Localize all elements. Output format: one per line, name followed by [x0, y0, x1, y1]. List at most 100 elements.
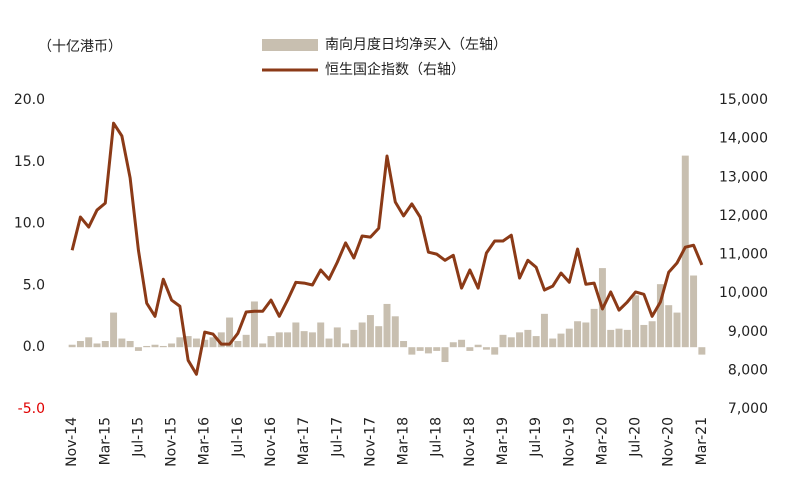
bar — [242, 334, 250, 348]
bar — [557, 333, 565, 348]
bar — [126, 341, 134, 348]
bar — [416, 347, 424, 351]
y2-tick-label: 9,000 — [728, 324, 768, 340]
bar — [300, 331, 308, 348]
bar — [433, 347, 441, 351]
x-tick-label: Nov-17 — [362, 417, 378, 467]
x-tick-label: Nov-18 — [462, 417, 478, 467]
legend-label: 南向月度日均净买入（左轴） — [325, 37, 507, 53]
x-tick-label: Jul-15 — [130, 417, 146, 458]
bar — [342, 343, 350, 348]
legend-label: 恒生国企指数（右轴） — [325, 61, 465, 78]
bar — [648, 321, 656, 348]
bar — [317, 322, 325, 348]
bar — [458, 339, 466, 348]
y-tick-label: 0.0 — [23, 339, 45, 355]
bar — [217, 332, 225, 348]
bar — [391, 316, 399, 348]
bar — [143, 345, 151, 348]
bar — [275, 332, 283, 348]
bar — [151, 344, 159, 348]
bar — [375, 326, 383, 348]
bar — [698, 347, 706, 355]
bar — [574, 321, 582, 348]
y-tick-label: -5.0 — [18, 401, 45, 417]
x-tick-label: Nov-19 — [561, 417, 577, 467]
bar — [292, 322, 300, 348]
bar — [524, 329, 532, 348]
bar — [632, 295, 640, 348]
x-tick-label: Nov-14 — [64, 417, 80, 467]
bar — [474, 344, 482, 348]
y2-tick-label: 14,000 — [719, 131, 768, 147]
y2-tick-label: 13,000 — [719, 169, 768, 185]
y-tick-label: 15.0 — [14, 154, 45, 170]
bar — [507, 337, 515, 348]
bar — [408, 347, 416, 355]
bar — [118, 338, 126, 348]
bar — [168, 343, 176, 348]
bar — [76, 341, 84, 348]
y2-tick-label: 8,000 — [728, 362, 768, 378]
bar — [110, 312, 118, 348]
legend-swatch — [262, 39, 318, 51]
bar — [366, 315, 374, 348]
bar — [250, 301, 258, 348]
bar — [640, 324, 648, 348]
bar — [226, 317, 234, 348]
bar — [673, 312, 681, 348]
y2-tick-label: 15,000 — [719, 92, 768, 108]
bar — [491, 347, 499, 355]
x-tick-label: Jul-16 — [230, 417, 246, 458]
x-tick-label: Mar-15 — [97, 417, 113, 465]
bar — [234, 341, 242, 348]
bar — [582, 322, 590, 348]
bar — [308, 332, 316, 348]
bar — [656, 284, 664, 348]
line — [70, 121, 704, 376]
bar — [350, 329, 358, 348]
x-tick-label: Jul-18 — [429, 417, 445, 458]
y-tick-label: 10.0 — [14, 216, 45, 232]
bar — [516, 332, 524, 348]
x-tick-label: Nov-15 — [164, 417, 180, 467]
bar — [449, 342, 457, 348]
x-tick-label: Mar-19 — [495, 417, 511, 465]
y-tick-label: 20.0 — [14, 92, 45, 108]
x-tick-label: Mar-21 — [694, 417, 710, 465]
bar — [325, 338, 333, 348]
x-tick-label: Jul-19 — [528, 417, 544, 458]
bar — [284, 332, 292, 348]
bar — [424, 347, 432, 354]
x-tick-label: Nov-16 — [263, 417, 279, 467]
bar — [441, 347, 449, 363]
bar — [358, 322, 366, 348]
x-tick-label: Jul-17 — [329, 417, 345, 458]
bar — [134, 347, 142, 351]
bar — [176, 337, 184, 348]
y2-tick-label: 10,000 — [719, 285, 768, 301]
bar — [68, 344, 76, 348]
bar — [93, 343, 101, 348]
bar — [85, 337, 93, 348]
bar — [101, 341, 109, 348]
y2-tick-label: 7,000 — [728, 401, 768, 417]
bar — [499, 334, 507, 348]
y2-tick-label: 12,000 — [719, 208, 768, 224]
bar — [532, 336, 540, 348]
bar — [681, 155, 689, 348]
x-tick-label: Mar-20 — [594, 417, 610, 465]
x-tick-label: Mar-18 — [396, 417, 412, 465]
bar — [383, 303, 391, 348]
bar — [159, 345, 167, 348]
bar — [333, 327, 341, 348]
x-tick-label: Nov-20 — [661, 417, 677, 467]
bar — [201, 339, 209, 348]
bar — [607, 329, 615, 348]
bar — [184, 336, 192, 348]
x-tick-label: Jul-20 — [628, 417, 644, 458]
bar — [623, 329, 631, 348]
x-tick-label: Mar-16 — [197, 417, 213, 465]
unit-label: （十亿港币） — [38, 39, 122, 55]
